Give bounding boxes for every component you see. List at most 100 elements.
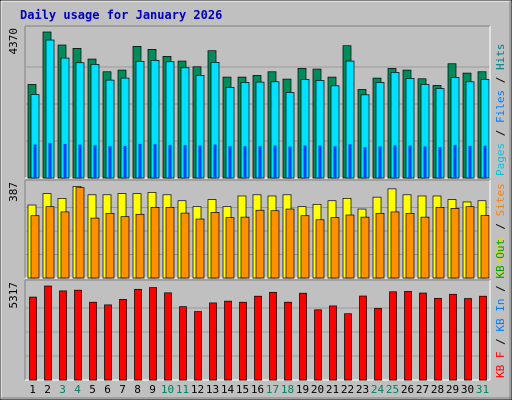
day-label: 19 [296,383,309,396]
bar-kbf [29,296,37,381]
bar-kbf [299,292,307,381]
bar-kbf [314,309,322,381]
bar-sites [180,212,190,279]
bar-sites [45,206,55,279]
bar-kbf [89,301,97,381]
bar-kbf [179,306,187,381]
legend-entry: / [494,332,507,352]
bar-sites [270,210,280,279]
day-label: 8 [134,383,141,396]
bar-files [423,146,427,178]
bar-files [258,146,262,178]
day-label: 1 [29,383,36,396]
legend-entry: KB F [494,352,507,379]
bar-sites [480,215,490,279]
bar-files [108,146,112,178]
bar-kbf [224,300,232,381]
day-label: 6 [104,383,111,396]
day-label: 15 [236,383,249,396]
bar-sites [435,207,445,279]
bar-sites [120,216,130,279]
bar-files [303,145,307,178]
day-label: 22 [341,383,354,396]
day-label: 7 [119,383,126,396]
bar-kbf [194,311,202,381]
day-label: 26 [401,383,414,396]
bar-kbf [209,302,217,381]
bar-files [183,145,187,178]
day-label: 3 [59,383,66,396]
panel-middle: 387 Visits / Sites [7,179,507,279]
day-label: 23 [356,383,369,396]
bar-kbf [269,291,277,381]
bar-files [468,145,472,178]
bar-sites [165,207,175,279]
bar-sites [330,217,340,279]
bar-kbf [164,292,172,381]
bar-sites [465,206,475,279]
bar-kbf [374,308,382,381]
bar-sites [225,217,235,279]
bar-sites [300,215,310,279]
bar-kbf [284,301,292,381]
bar-sites [345,214,355,279]
bar-sites [60,211,70,279]
bar-sites [360,216,370,279]
bar-sites [405,212,415,279]
panel-bottom: 5317 KB F / KB In / KB Out [7,239,507,381]
bar-files [138,143,142,178]
day-label: 10 [161,383,174,396]
day-label: 2 [44,383,51,396]
legend-entry: Files [494,90,507,123]
day-label: 12 [191,383,204,396]
bar-sites [315,219,325,279]
legend-entry: / [494,216,507,236]
bar-kbf [119,299,127,381]
panel-top: 4370 Pages / Files / Hits [7,25,507,179]
chart-panels: 4370 Pages / Files / Hits 387 Visits / Site… [7,25,507,381]
legend-entry: Visits [494,236,507,276]
bar-kbf [44,285,52,381]
day-label: 31 [476,383,489,396]
bar-sites [150,207,160,279]
bar-files [213,144,217,178]
day-label: 24 [371,383,385,396]
bar-kbf [464,298,472,381]
day-label: 30 [461,383,474,396]
bar-kbf [104,304,112,381]
bar-kbf [419,292,427,381]
y-max-label: 5317 [7,282,20,309]
y-max-label: 4370 [7,28,20,55]
bar-files [168,144,172,178]
bar-files [63,143,67,178]
bar-sites [285,208,295,279]
bar-files [33,144,37,178]
bar-files [243,146,247,178]
bar-files [438,147,442,178]
panel-legend: Pages / Files / Hits [494,44,507,177]
bar-files [273,145,277,178]
bar-sites [105,212,115,279]
legend-entry: KB In [494,299,507,332]
chart-title: Daily usage for January 2026 [20,8,222,22]
bar-kbf [74,289,82,381]
bar-files [78,144,82,178]
legend-entry: Sites [494,183,507,216]
legend-entry: Pages [494,143,507,176]
bar-files [288,146,292,178]
day-label: 29 [446,383,459,396]
bar-kbf [329,305,337,381]
bar-kbf [449,293,457,381]
day-label: 9 [149,383,156,396]
day-label: 17 [266,383,279,396]
bar-files [93,145,97,178]
panel-legend: Visits / Sites [494,183,507,276]
day-label: 11 [176,383,189,396]
legend-entry: / [494,279,507,299]
bar-kbf [479,295,487,381]
bar-sites [75,187,85,279]
legend-entry: / [494,70,507,90]
bar-files [393,145,397,178]
